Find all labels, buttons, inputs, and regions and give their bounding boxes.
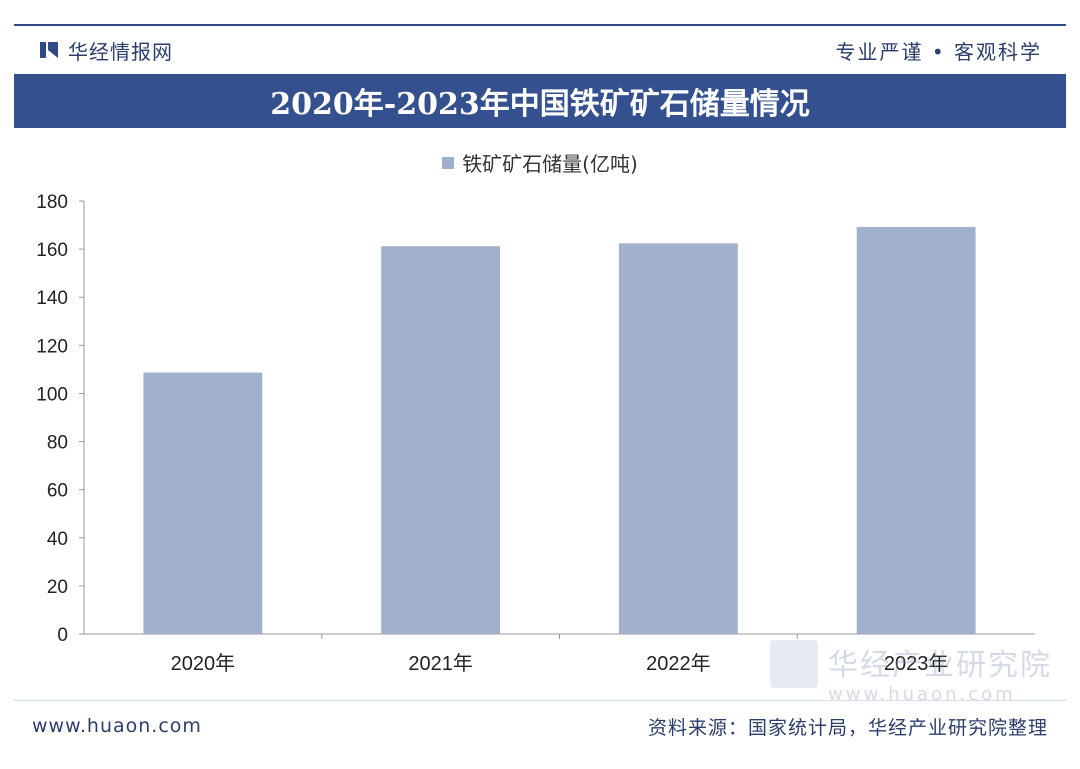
header-rule [14, 24, 1066, 26]
bar [381, 246, 501, 635]
footer-url[interactable]: www.huaon.com [32, 715, 202, 737]
y-tick-label: 60 [47, 481, 68, 502]
y-tick-label: 40 [47, 529, 68, 550]
bar [143, 372, 263, 634]
legend-swatch [442, 156, 455, 169]
watermark-logo-icon [770, 640, 818, 688]
y-tick-label: 180 [36, 192, 68, 213]
bar [856, 226, 976, 635]
footer: www.huaon.com 资料来源：国家统计局，华经产业研究院整理 [14, 700, 1066, 751]
y-tick-label: 20 [47, 577, 68, 598]
watermark-name: 华经产业研究院 [828, 648, 1052, 683]
x-tick-label: 2021年 [408, 652, 473, 675]
y-tick-label: 80 [47, 433, 68, 454]
brand: 华经情报网 [14, 36, 173, 65]
y-tick-label: 160 [36, 240, 68, 261]
x-tick-label: 2020年 [171, 652, 236, 675]
y-tick-label: 120 [36, 336, 68, 357]
x-tick-label: 2023年 [884, 652, 949, 675]
y-tick-label: 0 [57, 625, 68, 646]
bar [618, 243, 738, 635]
y-tick-label: 140 [36, 288, 68, 309]
brand-logo-icon [40, 42, 58, 58]
x-tick-label: 2022年 [646, 652, 711, 675]
header: 华经情报网 专业严谨 • 客观科学 [14, 30, 1066, 70]
chart-title: 2020年-2023年中国铁矿矿石储量情况 [270, 87, 810, 122]
title-bar: 2020年-2023年中国铁矿矿石储量情况 [14, 74, 1066, 128]
footer-source: 资料来源：国家统计局，华经产业研究院整理 [647, 716, 1048, 739]
legend-label: 铁矿矿石储量(亿吨) [462, 152, 638, 176]
watermark: 华经产业研究院 www.huaon.com [770, 640, 1052, 705]
y-tick-label: 100 [36, 384, 68, 405]
slogan: 专业严谨 • 客观科学 [835, 39, 1042, 64]
brand-name: 华经情报网 [68, 39, 173, 64]
legend: 铁矿矿石储量(亿吨) [0, 148, 1080, 177]
watermark-url: www.huaon.com [828, 684, 1016, 705]
